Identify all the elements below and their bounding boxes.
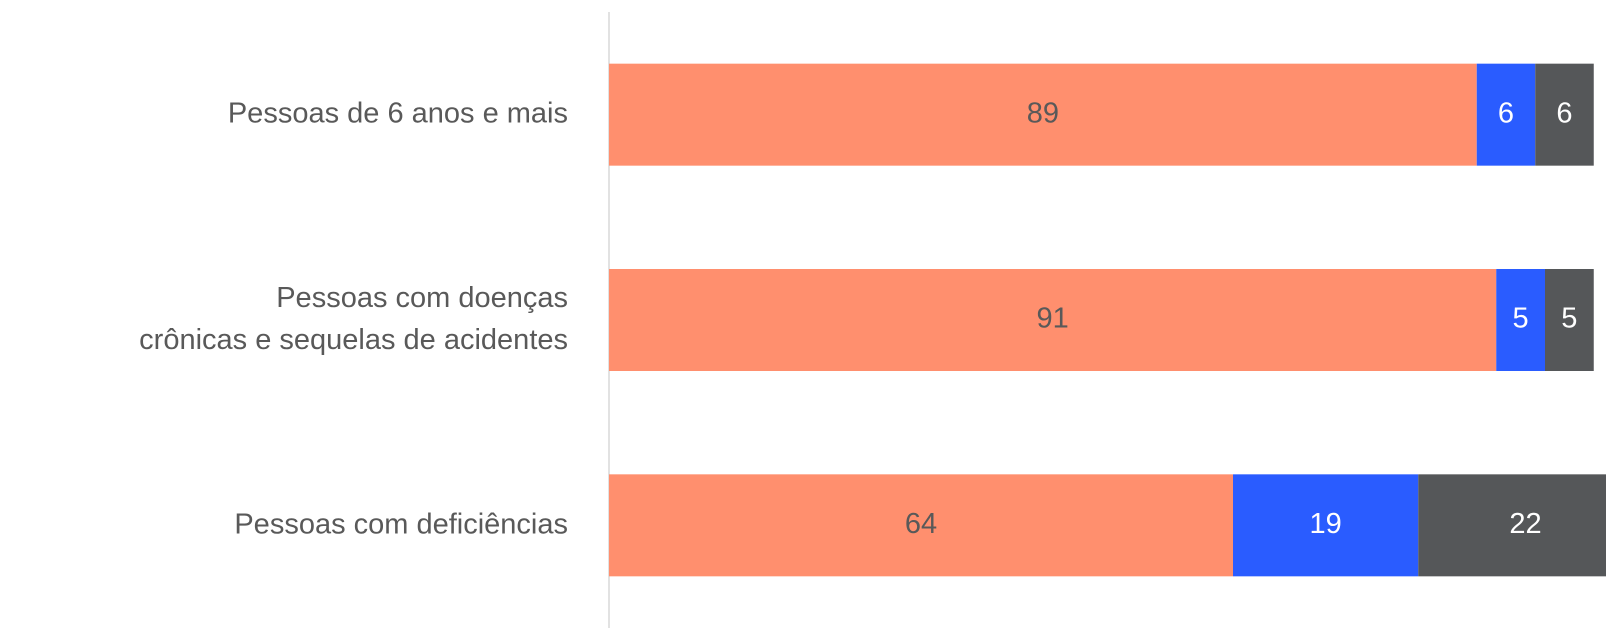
category-label-line: Pessoas de 6 anos e mais [228, 97, 568, 129]
bar-segment [1233, 474, 1419, 577]
data-label: 6 [1556, 97, 1572, 129]
category-label-line: Pessoas com doenças [276, 282, 568, 314]
data-label: 5 [1561, 303, 1577, 335]
data-label: 6 [1498, 97, 1514, 129]
bar-segment [609, 269, 1497, 371]
data-label: 91 [1036, 303, 1068, 335]
bar-segment [1545, 269, 1594, 371]
bar-segment [1418, 474, 1606, 577]
category-label: Pessoas de 6 anos e mais [228, 97, 568, 129]
category-label: Pessoas com doenças crônicas e sequelas d… [139, 282, 568, 356]
bar-segment [1496, 269, 1545, 371]
data-label: 64 [905, 508, 937, 540]
category-label: Pessoas com deficiências [234, 508, 568, 540]
data-label: 19 [1309, 508, 1341, 540]
bar-segment [1476, 63, 1536, 166]
bar-segment [609, 63, 1477, 166]
data-label: 22 [1509, 508, 1541, 540]
category-label-line: Pessoas com deficiências [234, 508, 568, 540]
data-label: 5 [1513, 303, 1529, 335]
bar-segment [609, 474, 1233, 577]
bar-segment [1535, 63, 1594, 166]
category-label-line: crônicas e sequelas de acidentes [139, 324, 568, 356]
data-label: 89 [1027, 97, 1059, 129]
